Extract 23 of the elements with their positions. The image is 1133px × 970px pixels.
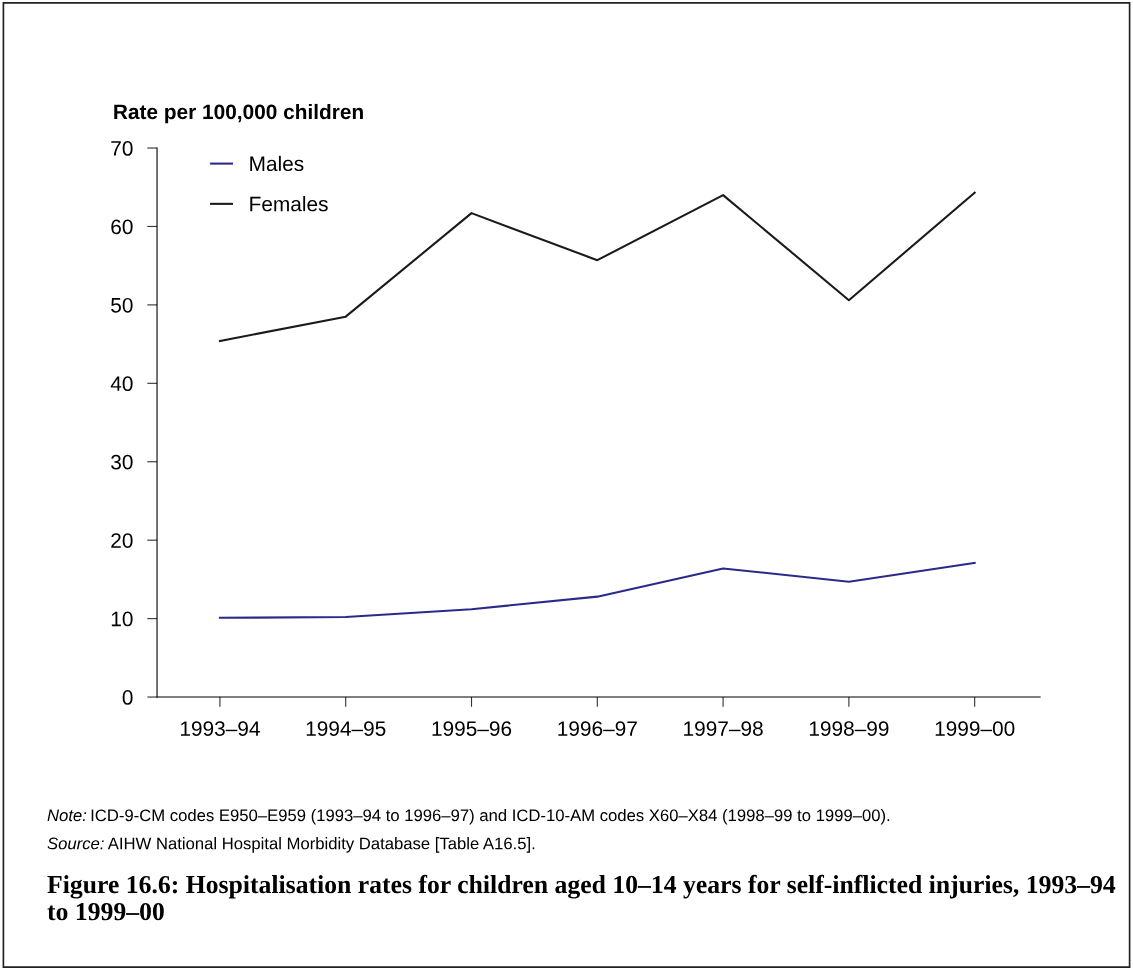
- y-tick-label: 30: [111, 454, 133, 470]
- legend-label: Females: [250, 196, 328, 212]
- x-tick-label: 1999–00: [935, 721, 1015, 736]
- line-series: [218, 561, 976, 619]
- source-note: Source: AIHW National Hospital Morbidity Database [Table A16.5].: [47, 837, 535, 853]
- y-tick-label: 70: [111, 141, 133, 156]
- text: Figure 16.6: Hospitalisation rates for children aged 10–14 years for self-inflicted injuries, 1993–94 to 1999–00: [47, 874, 1116, 921]
- y-axis-title: Rate per 100,000 children: [114, 103, 363, 124]
- text: Note: ICD-9-CM codes E950–E959 (1993–94 to 1996–97) and ICD-10-AM codes X60–X84 (1998–99 to 1999–00).: [47, 808, 890, 825]
- y-tick-label: 40: [110, 376, 133, 392]
- legend-label: Males: [250, 155, 304, 172]
- y-tick-label: 10: [111, 611, 133, 627]
- y-tick-label: 20: [111, 533, 133, 548]
- line-series: [218, 191, 976, 342]
- x-tick-label: 1995–96: [432, 721, 512, 736]
- x-tick-label: 1993–94: [180, 721, 260, 736]
- x-tick-label: 1994–95: [306, 721, 386, 736]
- x-tick-label: 1998–99: [809, 721, 889, 736]
- y-tick-label: 60: [111, 219, 133, 235]
- x-tick-label: 1996–97: [558, 721, 637, 736]
- y-tick-label: 0: [122, 690, 133, 705]
- y-tick-label: 50: [111, 297, 133, 313]
- x-tick-label: 1997–98: [684, 721, 763, 736]
